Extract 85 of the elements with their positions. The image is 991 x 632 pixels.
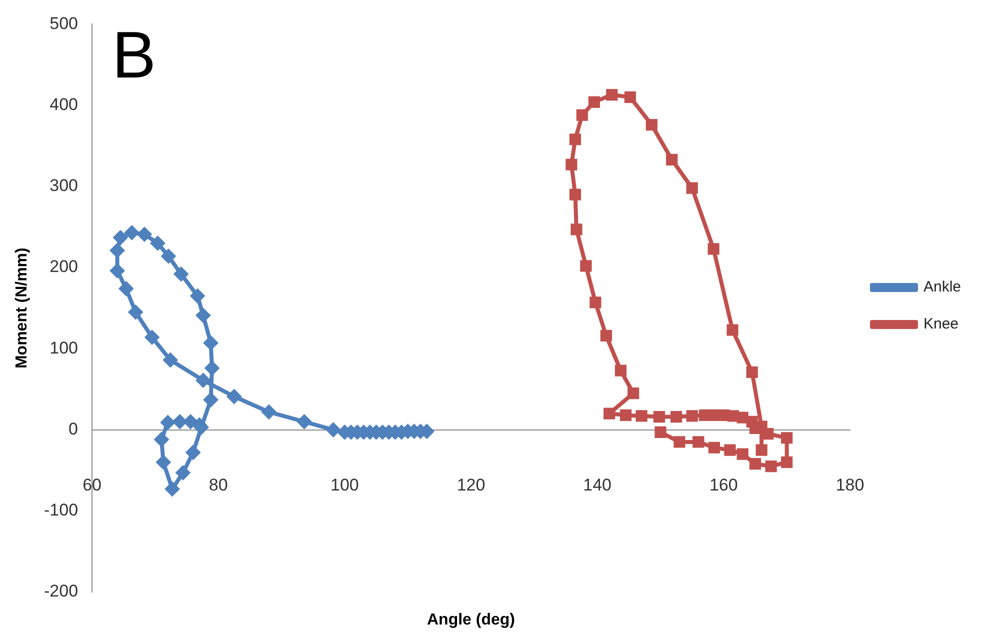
legend-label: Knee bbox=[923, 316, 959, 333]
point bbox=[624, 91, 636, 104]
point bbox=[670, 410, 682, 423]
point bbox=[600, 330, 612, 342]
x-tick-label: 120 bbox=[456, 476, 486, 495]
point bbox=[646, 118, 658, 131]
point bbox=[674, 436, 686, 448]
point bbox=[781, 456, 793, 468]
x-tick-label: 100 bbox=[330, 476, 359, 495]
point bbox=[226, 389, 242, 404]
point bbox=[653, 410, 666, 423]
point bbox=[566, 158, 578, 170]
x-tick-label: 160 bbox=[709, 476, 738, 495]
y-axis-title: Moment (N/mm) bbox=[13, 248, 30, 369]
point bbox=[692, 436, 704, 448]
point bbox=[136, 226, 152, 242]
y-tick-label: -200 bbox=[44, 582, 78, 601]
chart-title: B bbox=[112, 17, 156, 92]
point bbox=[686, 410, 698, 422]
point bbox=[569, 188, 582, 200]
x-tick-label: 80 bbox=[208, 476, 228, 495]
y-tick-label: 0 bbox=[68, 419, 78, 438]
point bbox=[186, 444, 201, 460]
point bbox=[614, 364, 626, 376]
point bbox=[666, 154, 678, 166]
point bbox=[124, 225, 140, 240]
point bbox=[110, 263, 125, 278]
point bbox=[726, 324, 738, 336]
point bbox=[203, 335, 218, 350]
point bbox=[781, 432, 793, 444]
point bbox=[736, 448, 748, 460]
point bbox=[620, 409, 632, 421]
point bbox=[576, 109, 588, 121]
point bbox=[708, 243, 720, 255]
point bbox=[606, 88, 618, 101]
point bbox=[628, 387, 640, 400]
point bbox=[746, 366, 758, 378]
point bbox=[160, 248, 176, 264]
point bbox=[172, 414, 188, 430]
point bbox=[580, 260, 592, 272]
y-tick-label: 400 bbox=[50, 95, 78, 114]
y-tick-label: 300 bbox=[50, 176, 78, 196]
point bbox=[570, 224, 582, 236]
point bbox=[698, 409, 711, 421]
x-tick-label: 140 bbox=[583, 476, 612, 495]
point bbox=[326, 422, 341, 438]
point bbox=[144, 330, 160, 345]
y-tick-label: 100 bbox=[50, 338, 78, 358]
y-tick-label: -100 bbox=[44, 500, 78, 520]
point bbox=[196, 308, 211, 323]
point bbox=[590, 296, 602, 308]
point bbox=[154, 432, 170, 448]
point bbox=[174, 266, 189, 282]
point bbox=[190, 288, 206, 304]
point bbox=[686, 182, 698, 194]
x-axis-title: Angle (deg) bbox=[427, 611, 515, 628]
point bbox=[569, 134, 582, 146]
point bbox=[654, 426, 666, 438]
point bbox=[708, 442, 720, 454]
legend-label: Ankle bbox=[923, 278, 962, 296]
point bbox=[118, 281, 134, 296]
point bbox=[588, 96, 600, 108]
y-tick-label: 200 bbox=[50, 257, 78, 276]
point bbox=[128, 304, 144, 320]
point bbox=[110, 243, 125, 258]
point bbox=[112, 230, 128, 246]
point bbox=[160, 414, 176, 430]
point bbox=[636, 410, 648, 422]
point bbox=[604, 408, 616, 420]
point bbox=[756, 444, 768, 456]
point bbox=[204, 360, 220, 376]
point bbox=[164, 481, 180, 496]
point bbox=[261, 404, 276, 420]
point bbox=[296, 414, 312, 430]
point bbox=[765, 460, 777, 472]
x-tick-label: 180 bbox=[836, 476, 864, 495]
point bbox=[162, 352, 178, 368]
point bbox=[196, 372, 211, 388]
point bbox=[175, 465, 190, 480]
point bbox=[156, 454, 171, 470]
point bbox=[150, 236, 166, 251]
point bbox=[203, 392, 218, 408]
y-tick-label: 500 bbox=[50, 14, 78, 33]
point bbox=[749, 458, 762, 470]
point bbox=[724, 444, 736, 456]
